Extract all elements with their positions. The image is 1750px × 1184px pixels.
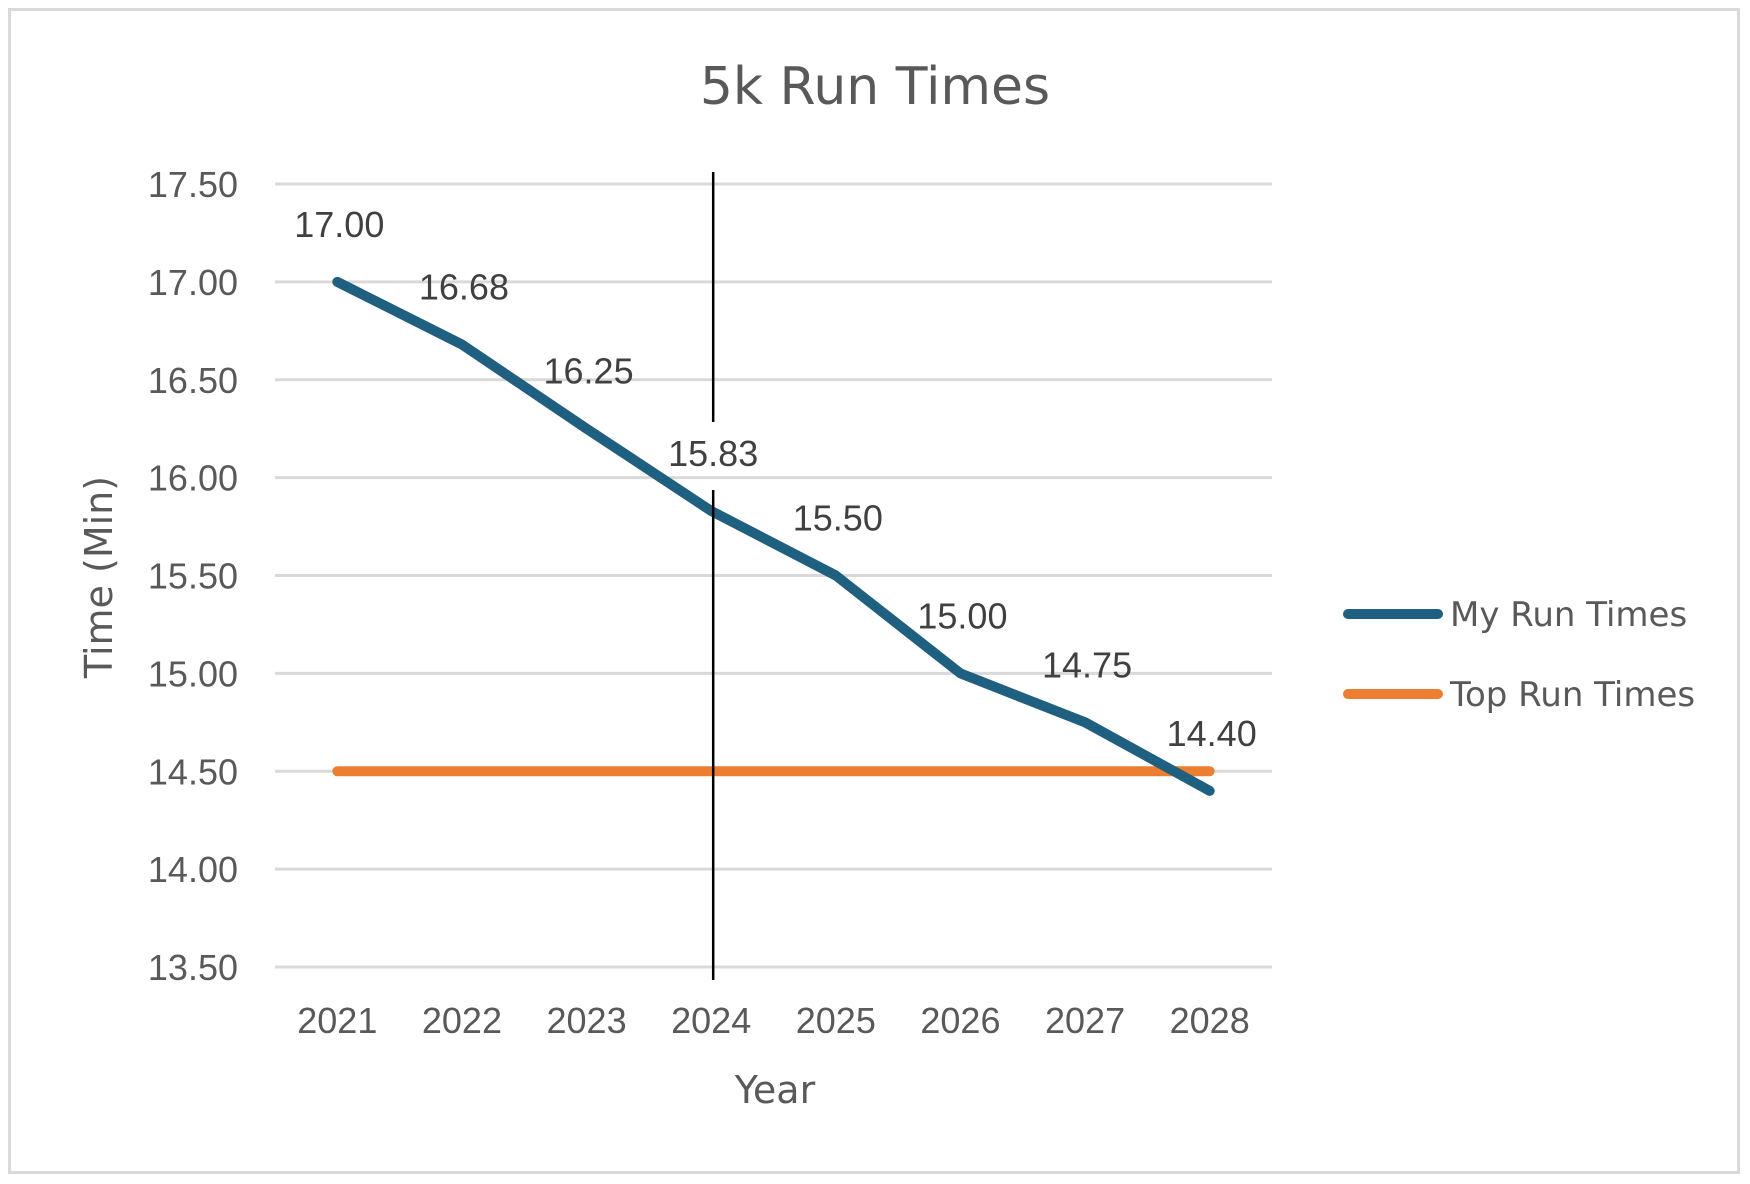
- y-tick-label: 17.00: [148, 262, 238, 303]
- y-tick-label: 14.00: [148, 849, 238, 890]
- y-tick-label: 13.50: [148, 947, 238, 988]
- x-tick-label: 2021: [297, 1000, 377, 1041]
- data-labels: 17.00 16.68 16.25 15.83 15.50 15.00 14.75 14.40: [294, 204, 1256, 754]
- x-tick-label: 2023: [547, 1000, 627, 1041]
- x-tick-label: 2025: [796, 1000, 876, 1041]
- x-tick-label: 2022: [422, 1000, 502, 1041]
- y-tick-label: 15.50: [148, 556, 238, 597]
- data-label: 14.40: [1167, 713, 1257, 754]
- data-label: 16.25: [544, 351, 634, 392]
- data-label: 17.00: [294, 204, 384, 245]
- y-tick-label: 16.50: [148, 360, 238, 401]
- x-axis-ticks: 2021 2022 2023 2024 2025 2026 2027 2028: [297, 1000, 1249, 1041]
- x-tick-label: 2027: [1045, 1000, 1125, 1041]
- data-label: 15.83: [668, 433, 758, 474]
- data-label: 16.68: [419, 267, 509, 308]
- x-tick-label: 2024: [671, 1000, 751, 1041]
- x-tick-label: 2026: [920, 1000, 1000, 1041]
- y-tick-label: 16.00: [148, 458, 238, 499]
- legend-entry: My Run Times: [1450, 595, 1687, 635]
- legend: My Run Times Top Run Times: [1343, 595, 1695, 715]
- chart-title: 5k Run Times: [700, 57, 1050, 117]
- legend-entry: Top Run Times: [1449, 675, 1695, 715]
- y-tick-label: 14.50: [148, 751, 238, 792]
- data-label: 15.50: [793, 498, 883, 539]
- data-label: 15.00: [917, 595, 1007, 636]
- x-tick-label: 2028: [1170, 1000, 1250, 1041]
- chart-frame: [8, 8, 1740, 1174]
- y-axis-title: Time (Min): [77, 476, 121, 679]
- series-lines: [332, 276, 1215, 796]
- y-axis-ticks: 13.50 14.00 14.50 15.00 15.50 16.00 16.50 17.00…: [148, 164, 238, 988]
- y-tick-label: 15.00: [148, 653, 238, 694]
- y-tick-label: 17.50: [148, 164, 238, 205]
- series-line-my-run-times: [332, 276, 1215, 796]
- gridlines: [275, 182, 1272, 969]
- data-label: 14.75: [1042, 644, 1132, 685]
- x-axis-title: Year: [734, 1068, 816, 1112]
